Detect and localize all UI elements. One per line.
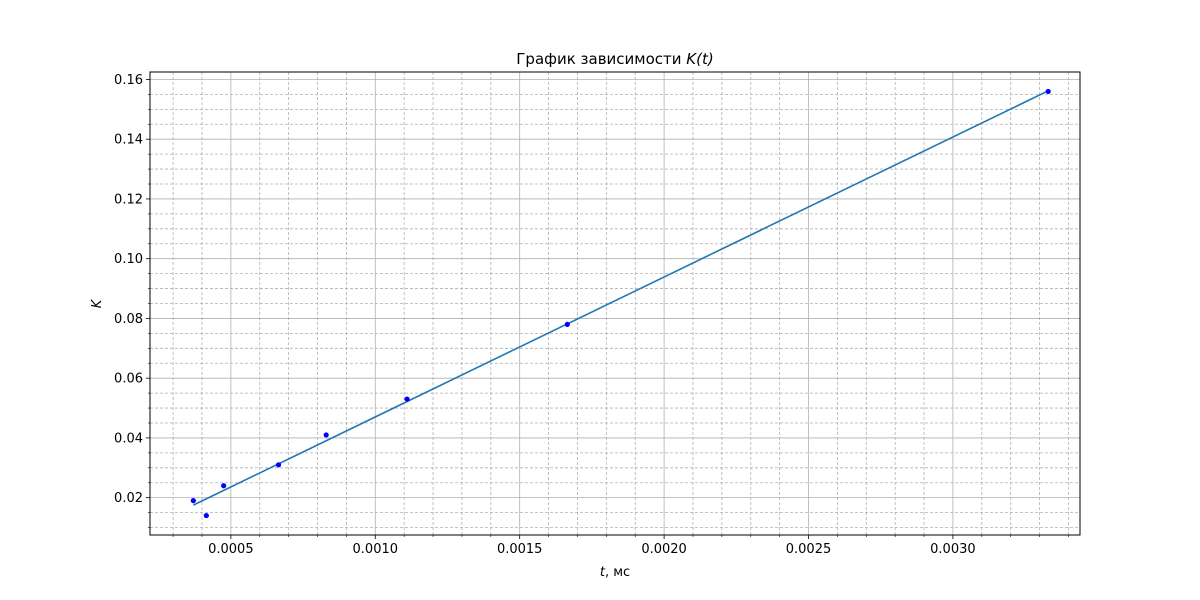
data-point (404, 396, 410, 402)
x-tick-label: 0.0025 (786, 542, 832, 557)
x-tick-label: 0.0015 (497, 542, 543, 557)
ticks: 0.0005 0.0010 0.0015 0.0020 0.0025 0.0030 0.02… (114, 73, 1069, 557)
x-tick-label: 0.0005 (208, 542, 254, 557)
data-point (275, 462, 282, 468)
chart-title: График зависимости K(t) (516, 50, 713, 68)
x-axis-label: t, мс (600, 565, 630, 580)
y-tick-label: 0.14 (114, 133, 143, 148)
y-tick-label: 0.12 (114, 192, 143, 207)
y-tick-label: 0.04 (114, 431, 143, 446)
series-layer (190, 88, 1051, 519)
fit-line (192, 90, 1049, 506)
grid (150, 72, 1080, 535)
x-tick-label: 0.0020 (641, 542, 687, 557)
data-point (203, 512, 209, 519)
y-tick-label: 0.06 (114, 372, 143, 387)
data-point (221, 483, 227, 489)
data-point (190, 498, 196, 504)
x-tick-label: 0.0030 (930, 542, 976, 557)
x-tick-label: 0.0010 (353, 542, 399, 557)
y-tick-label: 0.10 (114, 252, 143, 267)
y-tick-label: 0.08 (114, 312, 143, 327)
data-point (564, 321, 570, 328)
y-axis-label: K (90, 298, 105, 308)
y-tick-label: 0.02 (114, 491, 143, 506)
y-tick-label: 0.16 (114, 73, 143, 88)
data-point (323, 432, 329, 438)
data-point (1045, 88, 1051, 95)
